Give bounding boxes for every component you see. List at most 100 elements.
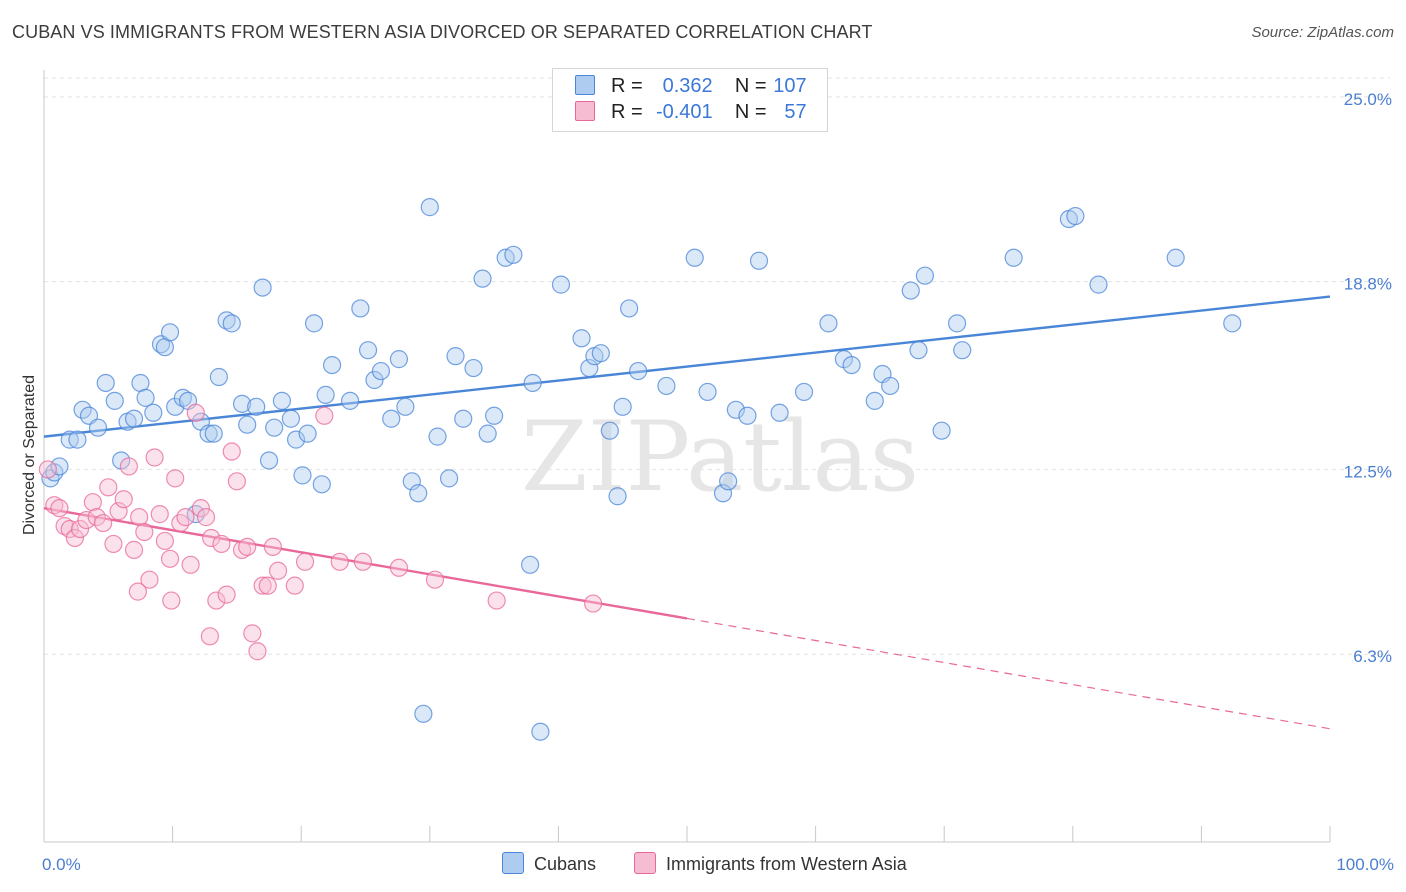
point-western-asia[interactable] bbox=[60, 519, 79, 539]
point-western-asia[interactable] bbox=[200, 627, 219, 646]
point-western-asia[interactable] bbox=[268, 561, 288, 580]
point-cubans[interactable] bbox=[286, 430, 306, 449]
point-western-asia[interactable] bbox=[315, 406, 334, 425]
point-cubans[interactable] bbox=[698, 382, 717, 402]
point-cubans[interactable] bbox=[629, 361, 648, 381]
point-cubans[interactable] bbox=[909, 341, 928, 360]
point-cubans[interactable] bbox=[620, 299, 639, 318]
point-cubans[interactable] bbox=[713, 484, 733, 503]
point-cubans[interactable] bbox=[531, 722, 550, 741]
point-cubans[interactable] bbox=[1166, 248, 1185, 267]
point-cubans[interactable] bbox=[719, 472, 738, 491]
point-western-asia[interactable] bbox=[191, 499, 210, 518]
point-western-asia[interactable] bbox=[207, 591, 226, 610]
point-western-asia[interactable] bbox=[487, 591, 506, 610]
point-cubans[interactable] bbox=[265, 418, 284, 437]
point-western-asia[interactable] bbox=[150, 505, 169, 524]
legend-item-cubans[interactable]: Cubans bbox=[502, 852, 596, 875]
point-western-asia[interactable] bbox=[263, 537, 283, 557]
point-cubans[interactable] bbox=[947, 314, 967, 333]
point-western-asia[interactable] bbox=[160, 549, 180, 568]
point-western-asia[interactable] bbox=[155, 531, 174, 551]
point-western-asia[interactable] bbox=[171, 513, 190, 533]
point-cubans[interactable] bbox=[365, 370, 384, 390]
point-cubans[interactable] bbox=[521, 555, 540, 574]
point-cubans[interactable] bbox=[953, 341, 972, 360]
point-western-asia[interactable] bbox=[38, 460, 57, 479]
point-western-asia[interactable] bbox=[181, 555, 200, 574]
legend-item-western-asia[interactable]: Immigrants from Western Asia bbox=[634, 852, 907, 875]
point-cubans[interactable] bbox=[523, 373, 542, 393]
point-cubans[interactable] bbox=[96, 373, 115, 393]
point-cubans[interactable] bbox=[124, 409, 144, 428]
point-western-asia[interactable] bbox=[227, 472, 246, 491]
point-cubans[interactable] bbox=[608, 487, 627, 506]
point-western-asia[interactable] bbox=[353, 552, 373, 571]
point-western-asia[interactable] bbox=[238, 537, 257, 557]
point-western-asia[interactable] bbox=[217, 585, 236, 604]
point-cubans[interactable] bbox=[420, 198, 439, 217]
point-cubans[interactable] bbox=[232, 394, 252, 413]
point-cubans[interactable] bbox=[358, 341, 378, 360]
point-western-asia[interactable] bbox=[186, 403, 205, 422]
point-cubans[interactable] bbox=[371, 361, 391, 381]
point-cubans[interactable] bbox=[204, 424, 223, 443]
point-cubans[interactable] bbox=[600, 421, 619, 440]
point-western-asia[interactable] bbox=[425, 570, 445, 589]
point-cubans[interactable] bbox=[738, 406, 757, 425]
point-cubans[interactable] bbox=[454, 409, 473, 428]
point-western-asia[interactable] bbox=[166, 469, 185, 488]
point-cubans[interactable] bbox=[1004, 248, 1023, 267]
point-western-asia[interactable] bbox=[176, 508, 195, 527]
point-cubans[interactable] bbox=[473, 269, 492, 288]
point-cubans[interactable] bbox=[485, 406, 504, 425]
point-cubans[interactable] bbox=[340, 391, 360, 410]
point-cubans[interactable] bbox=[173, 388, 192, 407]
point-cubans[interactable] bbox=[749, 251, 769, 270]
point-western-asia[interactable] bbox=[222, 442, 241, 461]
point-cubans[interactable] bbox=[222, 314, 241, 333]
point-cubans[interactable] bbox=[865, 391, 884, 410]
point-western-asia[interactable] bbox=[248, 642, 267, 661]
point-cubans[interactable] bbox=[389, 350, 409, 369]
point-western-asia[interactable] bbox=[135, 522, 154, 542]
point-western-asia[interactable] bbox=[140, 570, 159, 589]
point-cubans[interactable] bbox=[572, 329, 591, 348]
point-western-asia[interactable] bbox=[196, 508, 216, 527]
point-cubans[interactable] bbox=[238, 415, 257, 434]
point-cubans[interactable] bbox=[160, 323, 180, 342]
point-cubans[interactable] bbox=[50, 457, 69, 476]
point-western-asia[interactable] bbox=[232, 540, 252, 559]
point-cubans[interactable] bbox=[685, 248, 704, 267]
point-western-asia[interactable] bbox=[104, 534, 123, 554]
point-cubans[interactable] bbox=[217, 311, 236, 330]
point-cubans[interactable] bbox=[881, 376, 900, 396]
point-cubans[interactable] bbox=[726, 400, 745, 419]
point-western-asia[interactable] bbox=[258, 576, 277, 595]
point-cubans[interactable] bbox=[281, 409, 301, 428]
point-cubans[interactable] bbox=[272, 391, 292, 410]
point-western-asia[interactable] bbox=[70, 519, 90, 539]
point-cubans[interactable] bbox=[1089, 275, 1108, 294]
point-cubans[interactable] bbox=[901, 281, 920, 300]
point-cubans[interactable] bbox=[428, 427, 447, 446]
point-western-asia[interactable] bbox=[330, 552, 349, 571]
point-cubans[interactable] bbox=[794, 382, 814, 402]
point-cubans[interactable] bbox=[504, 245, 523, 264]
point-cubans[interactable] bbox=[60, 430, 79, 449]
point-cubans[interactable] bbox=[414, 704, 433, 723]
point-cubans[interactable] bbox=[1223, 314, 1242, 333]
point-cubans[interactable] bbox=[298, 424, 317, 443]
point-western-asia[interactable] bbox=[584, 594, 603, 613]
point-cubans[interactable] bbox=[199, 424, 218, 443]
point-cubans[interactable] bbox=[253, 278, 272, 297]
point-western-asia[interactable] bbox=[65, 528, 84, 548]
point-cubans[interactable] bbox=[478, 424, 497, 443]
point-cubans[interactable] bbox=[1066, 206, 1085, 226]
point-western-asia[interactable] bbox=[389, 558, 409, 577]
point-western-asia[interactable] bbox=[45, 496, 64, 515]
point-cubans[interactable] bbox=[770, 403, 789, 422]
point-cubans[interactable] bbox=[144, 403, 163, 422]
point-cubans[interactable] bbox=[322, 355, 342, 375]
point-cubans[interactable] bbox=[396, 397, 415, 416]
